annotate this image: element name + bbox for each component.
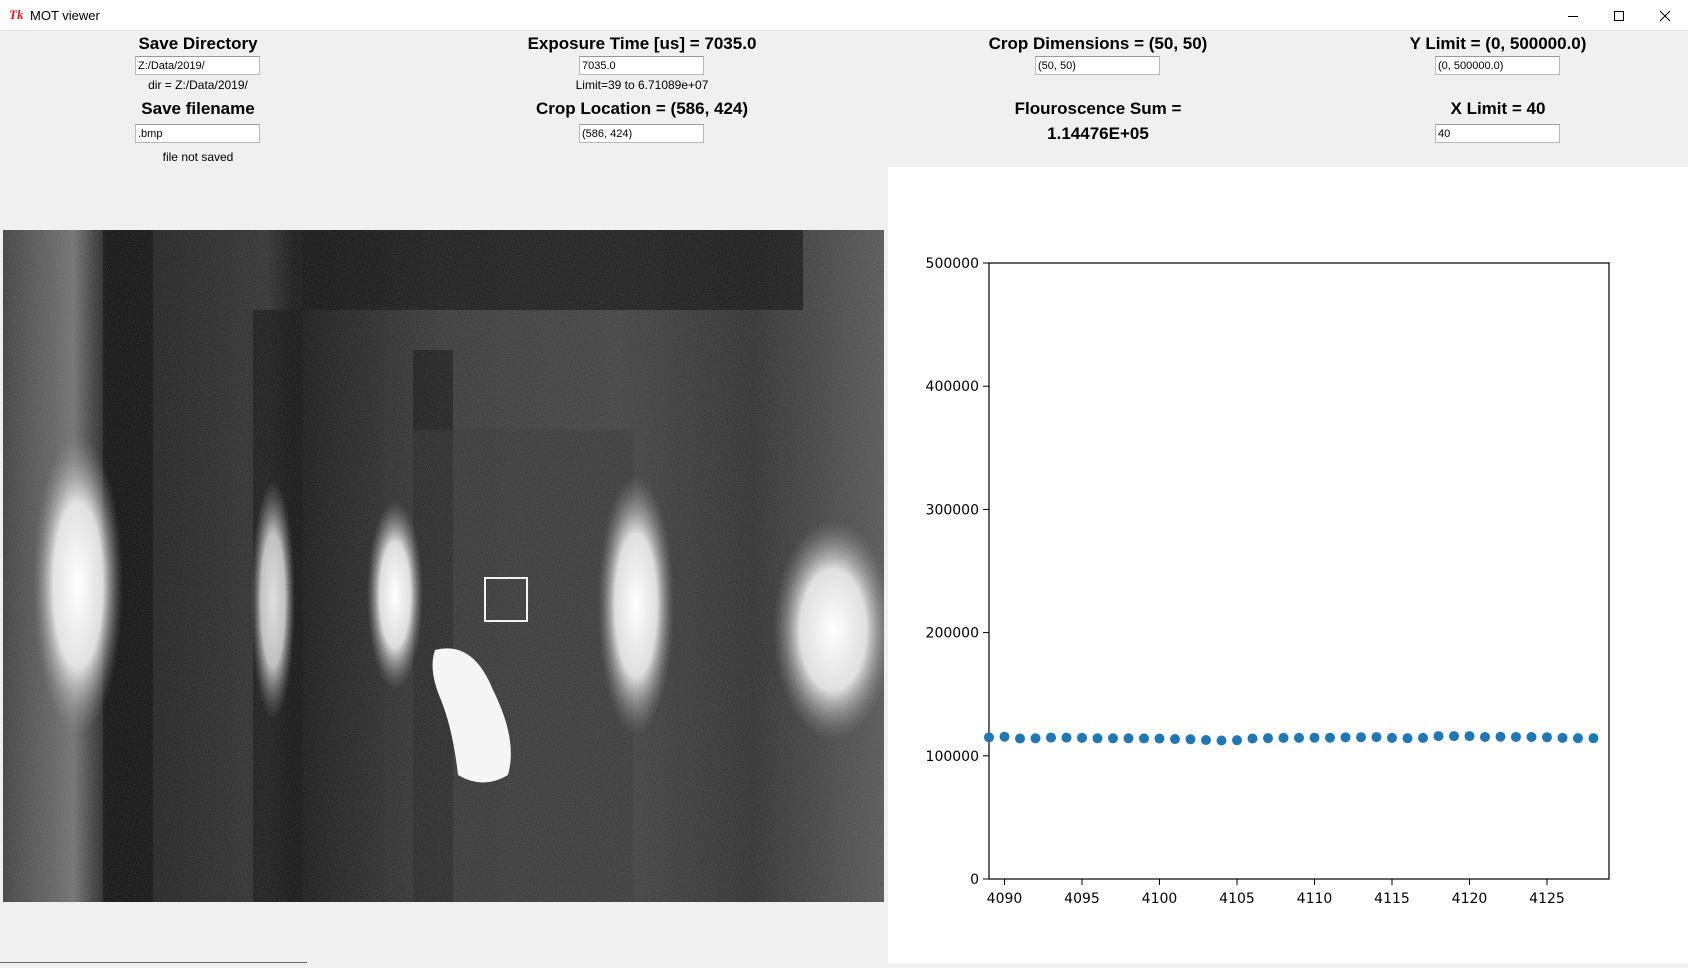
- data-point: [1278, 732, 1289, 743]
- exposure-limit-text: Limit=39 to 6.71089e+07: [575, 78, 709, 92]
- y-tick-label: 300000: [926, 502, 979, 518]
- data-point: [1139, 733, 1149, 744]
- data-point: [1573, 733, 1583, 744]
- window-title: MOT viewer: [30, 8, 100, 23]
- tk-feather-icon: Tk: [9, 7, 24, 22]
- y-tick-label: 100000: [926, 749, 979, 765]
- x-tick-label: 4095: [1064, 891, 1100, 907]
- save-directory-input[interactable]: [135, 56, 260, 75]
- minimize-button[interactable]: [1550, 0, 1596, 31]
- y-limit-input[interactable]: [1435, 56, 1560, 75]
- y-limit-label: Y Limit = (0, 500000.0): [1409, 34, 1587, 53]
- save-file-status: file not saved: [162, 150, 234, 164]
- data-point: [1185, 734, 1196, 745]
- data-point: [1557, 732, 1568, 743]
- x-tick-label: 4090: [987, 891, 1023, 907]
- close-icon: [1659, 10, 1671, 21]
- maximize-button[interactable]: [1596, 0, 1642, 31]
- plot-panel: 0 100000 200000 300000 400000 500000 4090 4095 4…: [888, 167, 1688, 963]
- data-point: [1263, 733, 1273, 744]
- minimize-icon: [1568, 15, 1578, 17]
- data-point: [1449, 731, 1459, 742]
- data-point: [1526, 731, 1537, 742]
- data-point: [1123, 733, 1134, 744]
- data-point: [1077, 732, 1087, 743]
- data-point: [1201, 735, 1211, 746]
- close-button[interactable]: [1642, 0, 1688, 31]
- data-point: [1061, 732, 1072, 743]
- data-point: [1542, 732, 1552, 743]
- x-tick-label: 4115: [1374, 891, 1410, 907]
- data-point: [1402, 733, 1413, 744]
- y-tick-label: 400000: [926, 379, 979, 395]
- camera-frame: [3, 230, 884, 902]
- data-point: [1216, 735, 1227, 746]
- data-point: [1371, 732, 1382, 743]
- x-tick-label: 4110: [1297, 891, 1333, 907]
- data-point: [1232, 735, 1242, 746]
- data-point: [1480, 731, 1490, 742]
- exposure-time-input[interactable]: [579, 56, 704, 75]
- data-point: [1433, 731, 1444, 742]
- data-point: [1387, 732, 1397, 743]
- data-point: [1030, 733, 1041, 744]
- data-point: [1418, 732, 1428, 743]
- data-point: [1309, 732, 1320, 743]
- exposure-time-label: Exposure Time [us] = 7035.0: [527, 34, 757, 53]
- fluorescence-sum-label: Flouroscence Sum =: [1014, 99, 1182, 118]
- save-filename-input[interactable]: [135, 124, 260, 143]
- x-tick-label: 4105: [1219, 891, 1255, 907]
- crop-dimensions-input[interactable]: [1035, 56, 1160, 75]
- save-directory-label: Save Directory: [138, 34, 258, 53]
- data-point: [1325, 732, 1335, 743]
- data-point: [1046, 732, 1056, 743]
- fluorescence-sum-value: 1.14476E+05: [1047, 124, 1149, 143]
- y-tick-label: 0: [970, 872, 979, 888]
- y-tick-label: 200000: [926, 626, 979, 642]
- maximize-icon: [1614, 10, 1624, 21]
- data-point: [1092, 733, 1103, 744]
- crop-dimensions-label: Crop Dimensions = (50, 50): [988, 34, 1208, 53]
- x-tick-label: 4100: [1142, 891, 1178, 907]
- crop-location-input[interactable]: [579, 124, 704, 143]
- crop-location-label: Crop Location = (586, 424): [535, 99, 749, 118]
- crop-region-box[interactable]: [484, 577, 528, 622]
- save-directory-status: dir = Z:/Data/2019/: [148, 78, 248, 92]
- data-point: [1294, 732, 1304, 743]
- x-tick-label: 4125: [1529, 891, 1565, 907]
- data-point: [1340, 732, 1351, 743]
- camera-image[interactable]: [3, 230, 884, 902]
- plot-frame: [988, 262, 1610, 880]
- data-point: [1154, 733, 1165, 744]
- y-tick-label: 500000: [926, 256, 979, 272]
- data-point: [1247, 733, 1258, 744]
- data-point: [984, 732, 994, 743]
- data-point: [999, 731, 1010, 742]
- data-point: [1588, 733, 1599, 744]
- data-point: [1495, 731, 1506, 742]
- data-point: [1170, 734, 1180, 745]
- title-bar: Tk MOT viewer: [0, 0, 1688, 31]
- x-limit-label: X Limit = 40: [1450, 99, 1546, 118]
- data-point: [1464, 731, 1475, 742]
- x-limit-input[interactable]: [1435, 124, 1560, 143]
- x-tick-label: 4120: [1452, 891, 1488, 907]
- data-point: [1015, 733, 1025, 744]
- save-filename-label: Save filename: [141, 99, 255, 118]
- data-point: [1108, 733, 1118, 744]
- data-point: [1356, 732, 1366, 743]
- data-point: [1511, 731, 1521, 742]
- fluorescence-plot: 0 100000 200000 300000 400000 500000 4090 4095 4…: [926, 256, 1610, 907]
